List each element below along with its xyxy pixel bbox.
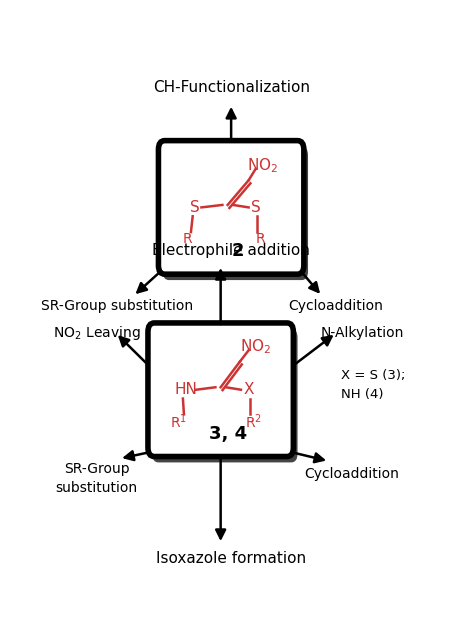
Text: $\mathregular{NO_2}$: $\mathregular{NO_2}$ bbox=[247, 156, 278, 175]
Text: Electrophile addition: Electrophile addition bbox=[152, 243, 310, 258]
Text: SR-Group substitution: SR-Group substitution bbox=[41, 299, 193, 313]
Text: Cycloaddition: Cycloaddition bbox=[289, 299, 383, 313]
FancyBboxPatch shape bbox=[163, 147, 308, 280]
Text: $\mathregular{R^2}$: $\mathregular{R^2}$ bbox=[245, 412, 262, 431]
Text: CH-Functionalization: CH-Functionalization bbox=[152, 80, 310, 95]
Text: X: X bbox=[244, 382, 254, 397]
Text: 3, 4: 3, 4 bbox=[208, 425, 247, 443]
FancyBboxPatch shape bbox=[158, 141, 304, 274]
Text: X = S (3);
NH (4): X = S (3); NH (4) bbox=[341, 369, 405, 401]
Text: SR-Group
substitution: SR-Group substitution bbox=[55, 462, 138, 495]
Text: $\mathregular{NO_2}$: $\mathregular{NO_2}$ bbox=[240, 337, 271, 356]
Text: HN: HN bbox=[174, 382, 197, 397]
Text: R: R bbox=[256, 232, 266, 246]
Text: $\mathregular{NO_2}$ Leaving: $\mathregular{NO_2}$ Leaving bbox=[53, 324, 140, 342]
Text: R: R bbox=[183, 232, 192, 246]
Text: S: S bbox=[189, 200, 199, 215]
Text: Cycloaddition: Cycloaddition bbox=[304, 467, 399, 481]
FancyBboxPatch shape bbox=[152, 329, 298, 463]
Text: S: S bbox=[251, 200, 261, 215]
Text: Isoxazole formation: Isoxazole formation bbox=[156, 551, 306, 566]
Text: N-Alkylation: N-Alkylation bbox=[321, 326, 404, 340]
Text: 2: 2 bbox=[232, 243, 244, 260]
Text: $\mathregular{R^1}$: $\mathregular{R^1}$ bbox=[170, 412, 187, 431]
FancyBboxPatch shape bbox=[148, 323, 293, 456]
